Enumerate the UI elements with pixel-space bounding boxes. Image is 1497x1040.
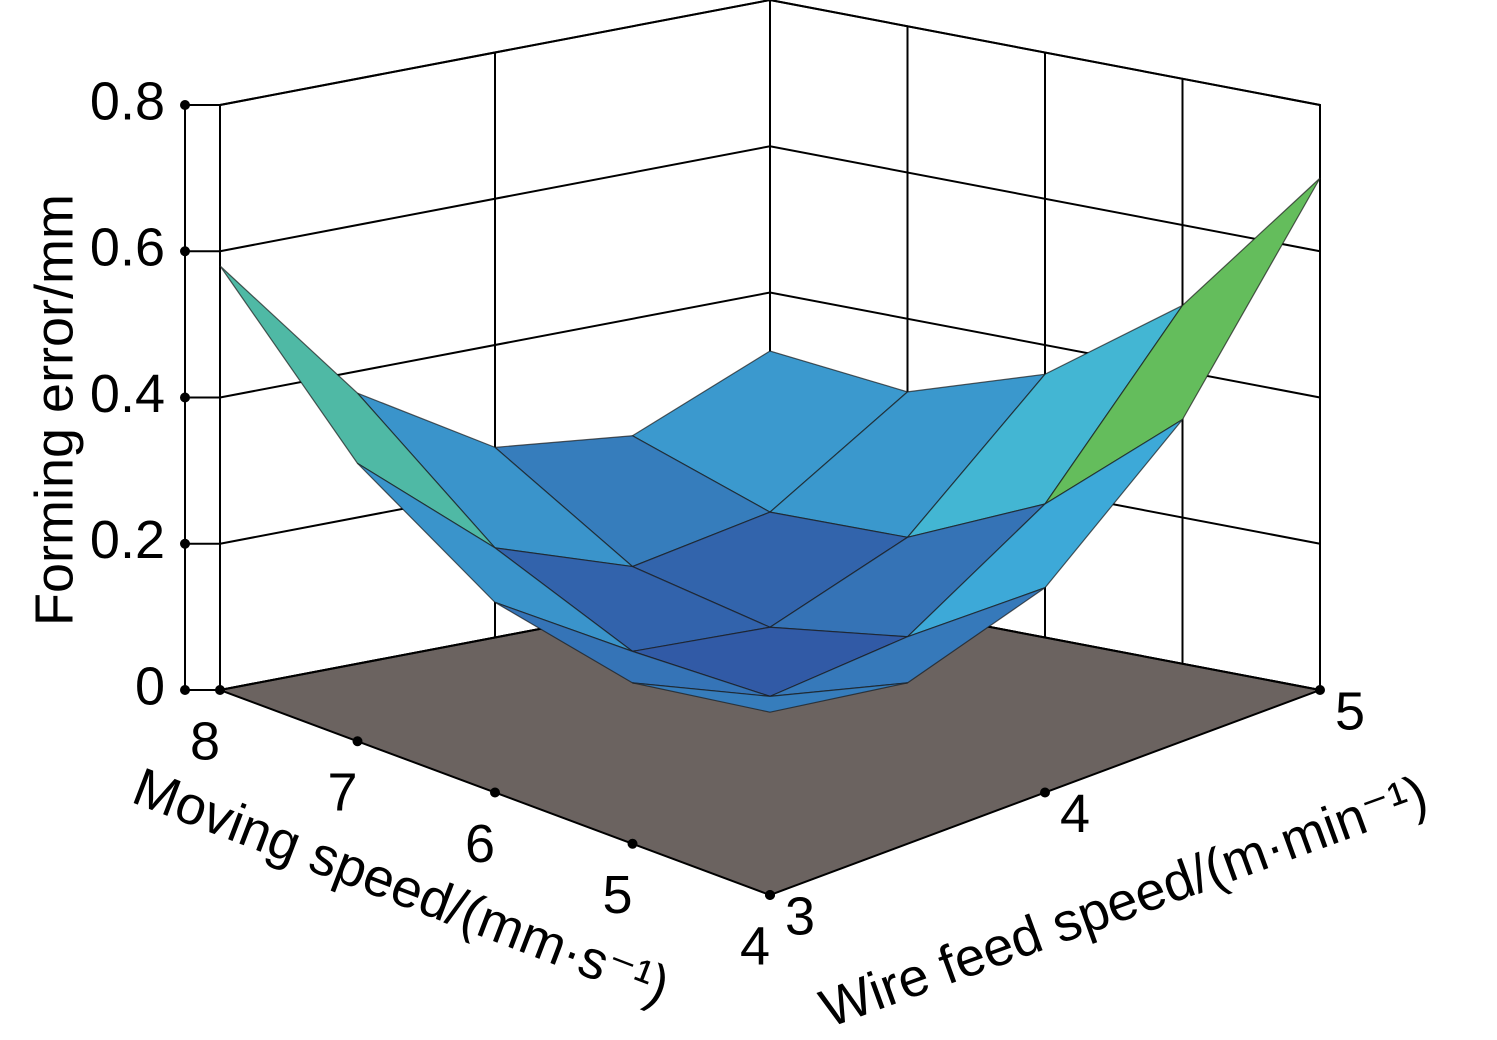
x-tick-label: 7 (327, 763, 357, 823)
y-tick (765, 890, 775, 900)
x-tick-label: 8 (190, 711, 220, 771)
y-tick (1040, 787, 1050, 798)
surface-patch (632, 682, 908, 713)
x-tick (627, 838, 638, 849)
z-tick-label: 0.6 (90, 218, 165, 278)
y-tick (1315, 685, 1325, 695)
z-tick-label: 0.2 (90, 510, 165, 570)
y-tick-label: 3 (785, 886, 815, 946)
z-tick-label: 0 (135, 656, 165, 716)
x-tick (215, 685, 225, 695)
grid-line (219, 0, 1321, 106)
z-tick-label: 0.4 (90, 364, 165, 424)
z-axis-title: Forming error/mm (24, 194, 84, 626)
y-tick-label: 5 (1335, 681, 1365, 741)
x-tick-label: 5 (602, 865, 632, 925)
z-tick-label: 0.8 (90, 71, 165, 131)
x-tick (352, 736, 363, 747)
y-tick-label: 4 (1060, 784, 1090, 844)
x-tick-label: 4 (740, 916, 770, 976)
x-tick (490, 787, 500, 798)
x-tick-label: 6 (465, 814, 495, 874)
